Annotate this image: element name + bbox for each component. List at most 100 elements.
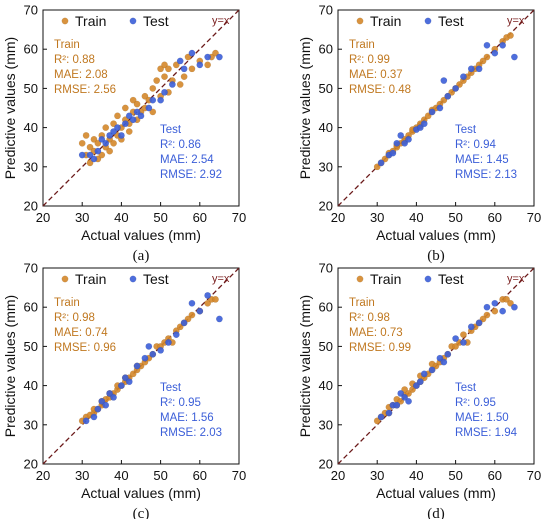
test-point <box>176 57 184 65</box>
legend-train-marker <box>61 275 69 283</box>
test-point <box>98 135 106 143</box>
x-tick-label: 50 <box>448 210 462 225</box>
test-point <box>385 409 393 417</box>
test-point <box>436 104 444 112</box>
train-rmse: RMSE: 0.99 <box>349 342 411 354</box>
train-point <box>448 88 456 96</box>
test-point <box>196 61 204 69</box>
train-point <box>180 73 188 81</box>
legend-train-label: Train <box>75 13 106 29</box>
test-point <box>412 382 420 389</box>
test-point <box>215 53 223 61</box>
train-point <box>440 96 448 104</box>
test-point <box>467 65 475 73</box>
train-metrics-title: Train <box>54 39 80 51</box>
y-tick-label: 40 <box>319 378 333 393</box>
test-point <box>86 151 94 159</box>
train-point <box>165 65 172 73</box>
train-point <box>114 112 121 120</box>
train-r2: R²: 0.98 <box>349 312 390 324</box>
train-point <box>503 295 510 303</box>
x-axis-label: Actual values (mm) <box>376 485 496 501</box>
train-r2: R²: 0.99 <box>349 54 390 66</box>
x-tick-label: 40 <box>409 468 423 483</box>
test-point <box>215 315 223 323</box>
legend-train-label: Train <box>75 271 106 287</box>
x-tick-label: 50 <box>153 210 167 225</box>
test-metrics-title: Test <box>455 124 477 136</box>
test-points <box>377 41 518 167</box>
test-point <box>397 132 405 139</box>
test-point <box>129 116 137 124</box>
y-tick-label: 70 <box>319 261 333 276</box>
legend-train-marker <box>61 17 69 25</box>
test-point <box>401 139 409 147</box>
test-point <box>180 65 188 73</box>
legend-train-marker <box>356 17 364 25</box>
test-point <box>389 149 397 157</box>
test-point <box>440 358 448 366</box>
train-metrics-title: Train <box>349 39 375 51</box>
y-tick-label: 20 <box>319 457 333 472</box>
train-point <box>452 342 459 350</box>
y-tick-label: 70 <box>24 3 38 18</box>
legend-test-marker <box>424 17 432 25</box>
train-mae: MAE: 0.73 <box>349 327 403 339</box>
diagonal-label: y=x <box>507 15 525 27</box>
x-axis-label: Actual values (mm) <box>376 227 496 243</box>
test-point <box>114 124 121 132</box>
test-point <box>137 112 145 120</box>
train-point <box>161 61 168 69</box>
train-metrics: Train R²: 0.88 MAE: 2.08 RMSE: 2.56 <box>54 39 116 96</box>
test-point <box>133 108 141 116</box>
train-metrics-title: Train <box>349 297 375 309</box>
train-metrics-title: Train <box>54 297 80 309</box>
panel-caption: (c) <box>133 506 150 519</box>
y-tick-label: 30 <box>24 159 38 174</box>
y-tick-label: 50 <box>24 339 38 354</box>
test-point <box>460 339 467 346</box>
test-point <box>475 319 483 327</box>
test-point <box>145 104 153 112</box>
y-axis-label: Predictive values (mm) <box>297 295 313 437</box>
train-mae: MAE: 2.08 <box>54 69 108 81</box>
diagonal-label: y=x <box>507 273 525 285</box>
test-metrics: Test R²: 0.95 MAE: 1.50 RMSE: 1.94 <box>455 382 518 439</box>
train-metrics: Train R²: 0.99 MAE: 0.37 RMSE: 0.48 <box>349 39 411 96</box>
y-tick-label: 30 <box>24 417 38 432</box>
test-r2: R²: 0.95 <box>160 397 201 409</box>
train-point <box>110 120 117 128</box>
test-mae: MAE: 1.45 <box>455 154 509 166</box>
test-point <box>440 77 448 84</box>
train-point <box>204 299 212 307</box>
y-tick-label: 50 <box>319 81 333 96</box>
x-axis-label: Actual values (mm) <box>81 485 201 501</box>
train-rmse: RMSE: 0.48 <box>349 84 411 96</box>
panel-caption: (b) <box>427 248 445 264</box>
legend: Train Test <box>61 13 169 29</box>
test-point <box>149 350 157 358</box>
test-point <box>204 292 212 299</box>
x-tick-label: 30 <box>75 468 89 483</box>
diagonal-line <box>42 9 240 207</box>
test-point <box>145 342 153 350</box>
train-point <box>184 53 192 61</box>
test-point <box>393 401 401 409</box>
test-point <box>444 92 452 100</box>
train-point <box>483 311 491 319</box>
train-point <box>373 163 381 171</box>
train-point <box>172 61 180 69</box>
test-point <box>377 413 385 421</box>
train-rmse: RMSE: 2.56 <box>54 84 116 96</box>
test-point <box>204 53 212 61</box>
x-tick-label: 70 <box>527 210 541 225</box>
legend-test-marker <box>129 17 137 25</box>
train-point <box>507 299 514 307</box>
test-metrics-title: Test <box>160 382 182 394</box>
test-point <box>377 159 385 167</box>
test-points <box>82 292 223 425</box>
train-point <box>507 32 514 39</box>
y-tick-label: 30 <box>319 417 333 432</box>
test-point <box>180 319 188 327</box>
train-point <box>204 61 212 69</box>
